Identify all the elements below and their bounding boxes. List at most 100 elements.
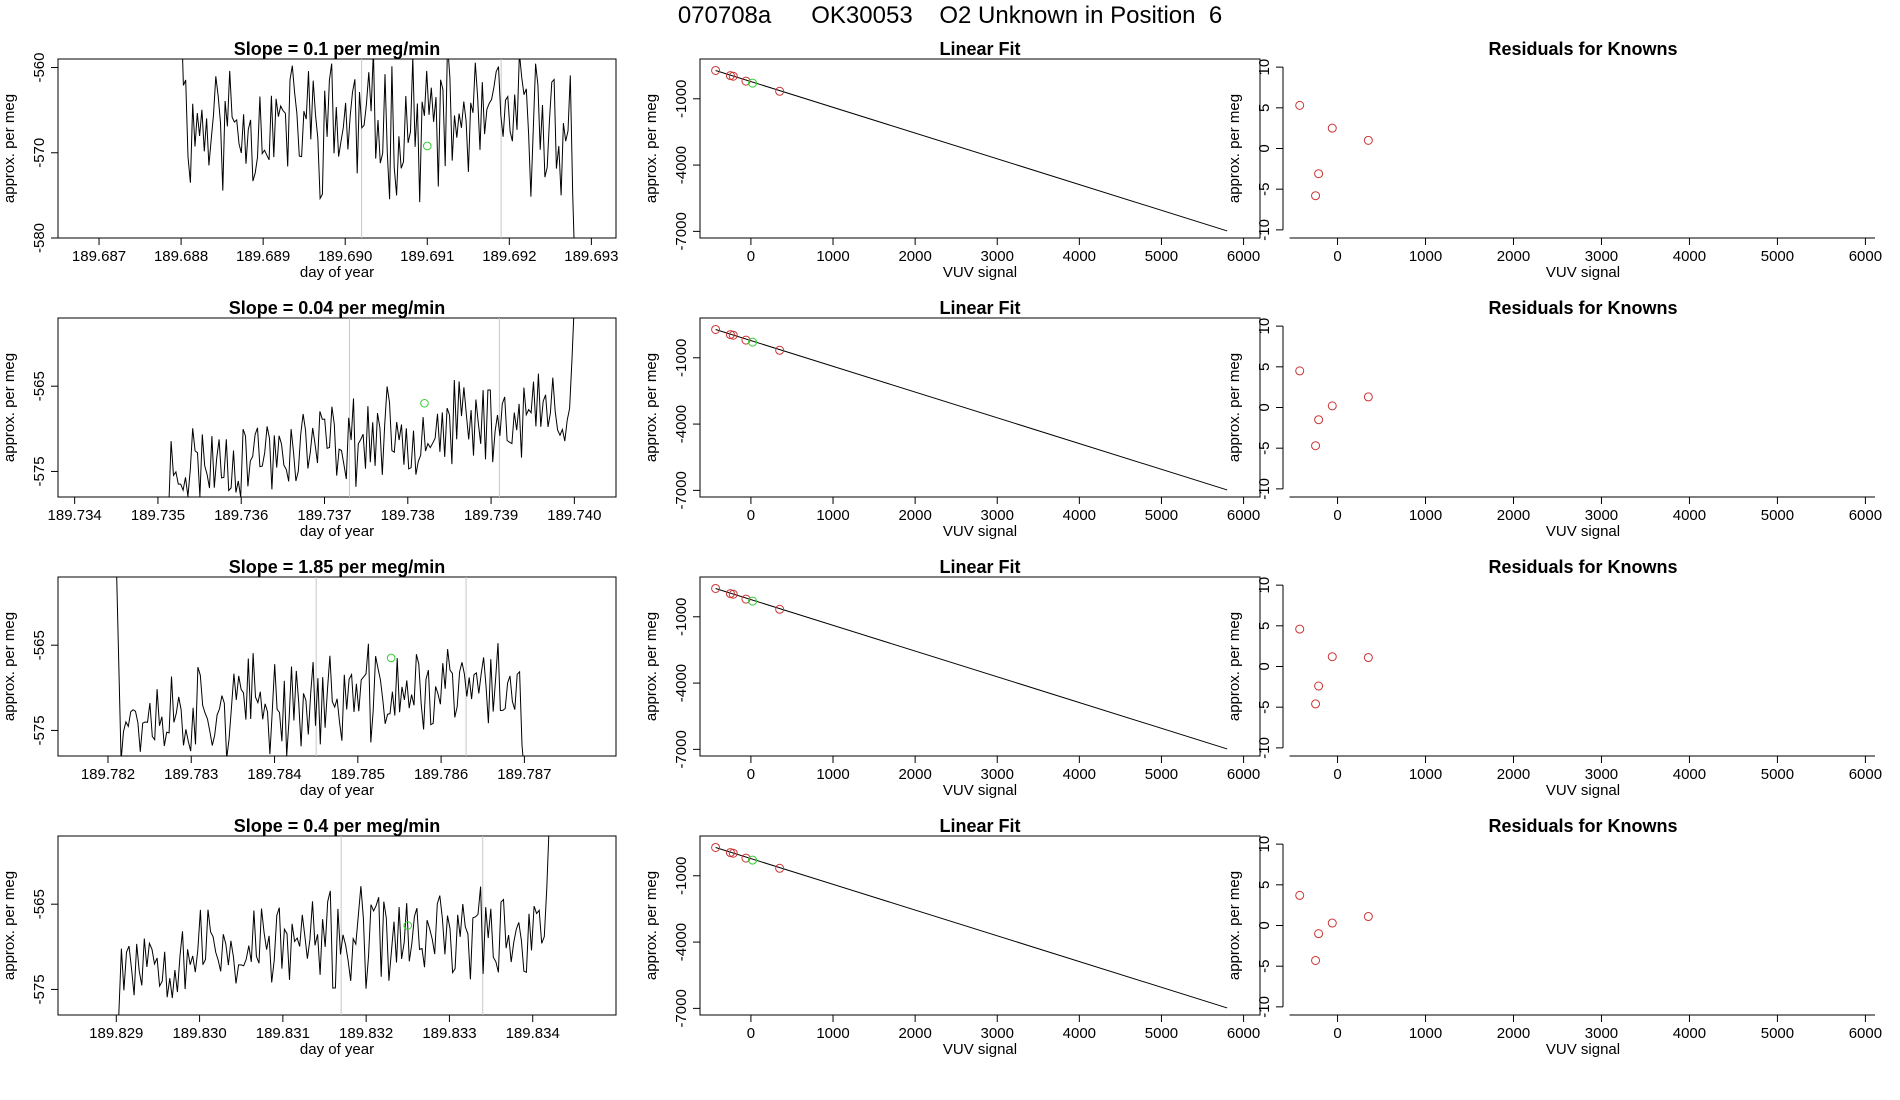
- x-tick-label: 189.691: [400, 248, 454, 265]
- known-point: [1327, 123, 1337, 133]
- known-point: [1295, 366, 1305, 376]
- known-point: [1295, 890, 1305, 900]
- panel-3-4: Residuals for Knowns 0 1000 2000 3000 4000 500…: [1226, 816, 1882, 1058]
- y-tick-label: -5: [1256, 442, 1273, 455]
- chart-title: Linear Fit: [939, 298, 1020, 318]
- y-tick-label: -575: [31, 456, 48, 486]
- x-tick-label: 2000: [898, 766, 931, 783]
- y-tick-label: -1000: [673, 80, 690, 118]
- x-axis-label: day of year: [300, 1041, 374, 1058]
- x-axis-label: VUV signal: [943, 1041, 1017, 1058]
- x-tick-label: 189.834: [506, 1025, 560, 1042]
- known-point: [1327, 652, 1337, 662]
- x-tick-label: 189.785: [331, 766, 385, 783]
- unknown-point: [386, 653, 396, 663]
- x-tick-label: 2000: [1497, 248, 1530, 265]
- x-tick-label: 6000: [1227, 1025, 1260, 1042]
- x-tick-label: 1000: [816, 248, 849, 265]
- y-tick-label: -7000: [673, 989, 690, 1027]
- page-title: 070708a OK30053 O2 Unknown in Position 6: [677, 2, 1223, 29]
- plot-area: [116, 577, 524, 756]
- y-axis-label: approx. per meg: [1226, 871, 1243, 980]
- signal-trace: [118, 836, 550, 1015]
- x-tick-label: 3000: [1585, 766, 1618, 783]
- y-axis-label: approx. per meg: [1226, 612, 1243, 721]
- x-tick-label: 5000: [1145, 248, 1178, 265]
- x-tick-label: 189.833: [422, 1025, 476, 1042]
- y-tick-label: 10: [1256, 836, 1273, 853]
- x-tick-label: 189.693: [564, 248, 618, 265]
- plot-area: [711, 65, 1228, 232]
- plot-frame: [57, 576, 617, 757]
- x-tick-label: 1000: [816, 1025, 849, 1042]
- y-tick-label: 0: [1256, 403, 1273, 411]
- chart-title: Residuals for Knowns: [1488, 557, 1677, 577]
- x-axis-label: VUV signal: [943, 523, 1017, 540]
- known-point: [1327, 918, 1337, 928]
- x-axis-label: day of year: [300, 264, 374, 281]
- y-axis-label: approx. per meg: [1, 94, 18, 203]
- known-point: [1363, 912, 1373, 922]
- x-tick-label: 1000: [1409, 1025, 1442, 1042]
- known-point: [1311, 441, 1321, 451]
- y-tick-label: 5: [1256, 104, 1273, 112]
- known-point: [711, 583, 721, 593]
- y-axis-label: approx. per meg: [643, 612, 660, 721]
- signal-trace: [182, 59, 575, 238]
- y-tick-label: -570: [31, 138, 48, 168]
- x-tick-label: 6000: [1227, 248, 1260, 265]
- y-tick-label: 10: [1256, 59, 1273, 76]
- chart-title: Linear Fit: [939, 557, 1020, 577]
- x-tick-label: 2000: [1497, 766, 1530, 783]
- x-tick-label: 0: [1333, 1025, 1341, 1042]
- panel-1-3: Slope = 1.85 per meg/min 189.782 189.783 18…: [1, 557, 617, 799]
- x-tick-label: 189.737: [297, 507, 351, 524]
- fit-line: [715, 70, 1228, 232]
- fit-line: [715, 329, 1228, 491]
- chart-title: Slope = 0.1 per meg/min: [234, 39, 441, 59]
- known-point: [711, 65, 721, 75]
- known-point: [775, 863, 785, 873]
- known-point: [1314, 929, 1324, 939]
- unknown-point: [403, 921, 413, 930]
- x-axis-label: day of year: [300, 782, 374, 799]
- panel-1-2: Slope = 0.04 per meg/min 189.734 189.735 18…: [1, 298, 617, 540]
- x-tick-label: 3000: [981, 507, 1014, 524]
- unknown-point: [748, 337, 758, 347]
- x-tick-label: 4000: [1063, 1025, 1096, 1042]
- known-point: [741, 76, 751, 86]
- known-point: [1327, 401, 1337, 411]
- x-tick-label: 0: [1333, 248, 1341, 265]
- x-tick-label: 1000: [1409, 766, 1442, 783]
- x-tick-label: 189.690: [318, 248, 372, 265]
- x-axis-label: VUV signal: [1546, 782, 1620, 799]
- x-tick-label: 189.738: [381, 507, 435, 524]
- y-axis-label: approx. per meg: [643, 353, 660, 462]
- known-point: [728, 848, 738, 858]
- plot-area: [1295, 890, 1373, 965]
- known-point: [1314, 169, 1324, 179]
- y-tick-label: -4000: [673, 664, 690, 702]
- chart-title: Linear Fit: [939, 816, 1020, 836]
- x-tick-label: 4000: [1063, 248, 1096, 265]
- chart-title: Slope = 0.4 per meg/min: [234, 816, 441, 836]
- x-tick-label: 5000: [1761, 766, 1794, 783]
- x-tick-label: 4000: [1673, 248, 1706, 265]
- chart-title: Slope = 1.85 per meg/min: [229, 557, 446, 577]
- known-point: [1311, 699, 1321, 709]
- x-tick-label: 189.689: [236, 248, 290, 265]
- x-tick-label: 189.687: [72, 248, 126, 265]
- plot-area: [182, 59, 575, 238]
- x-tick-label: 1000: [816, 507, 849, 524]
- y-tick-label: -7000: [673, 471, 690, 509]
- known-point: [1314, 681, 1324, 691]
- chart-title: Residuals for Knowns: [1488, 39, 1677, 59]
- known-point: [775, 86, 785, 96]
- known-point: [1314, 415, 1324, 425]
- known-point: [741, 594, 751, 604]
- y-tick-label: -7000: [673, 212, 690, 250]
- y-tick-label: 5: [1256, 363, 1273, 371]
- known-point: [1311, 191, 1321, 201]
- y-tick-label: -10: [1256, 996, 1273, 1018]
